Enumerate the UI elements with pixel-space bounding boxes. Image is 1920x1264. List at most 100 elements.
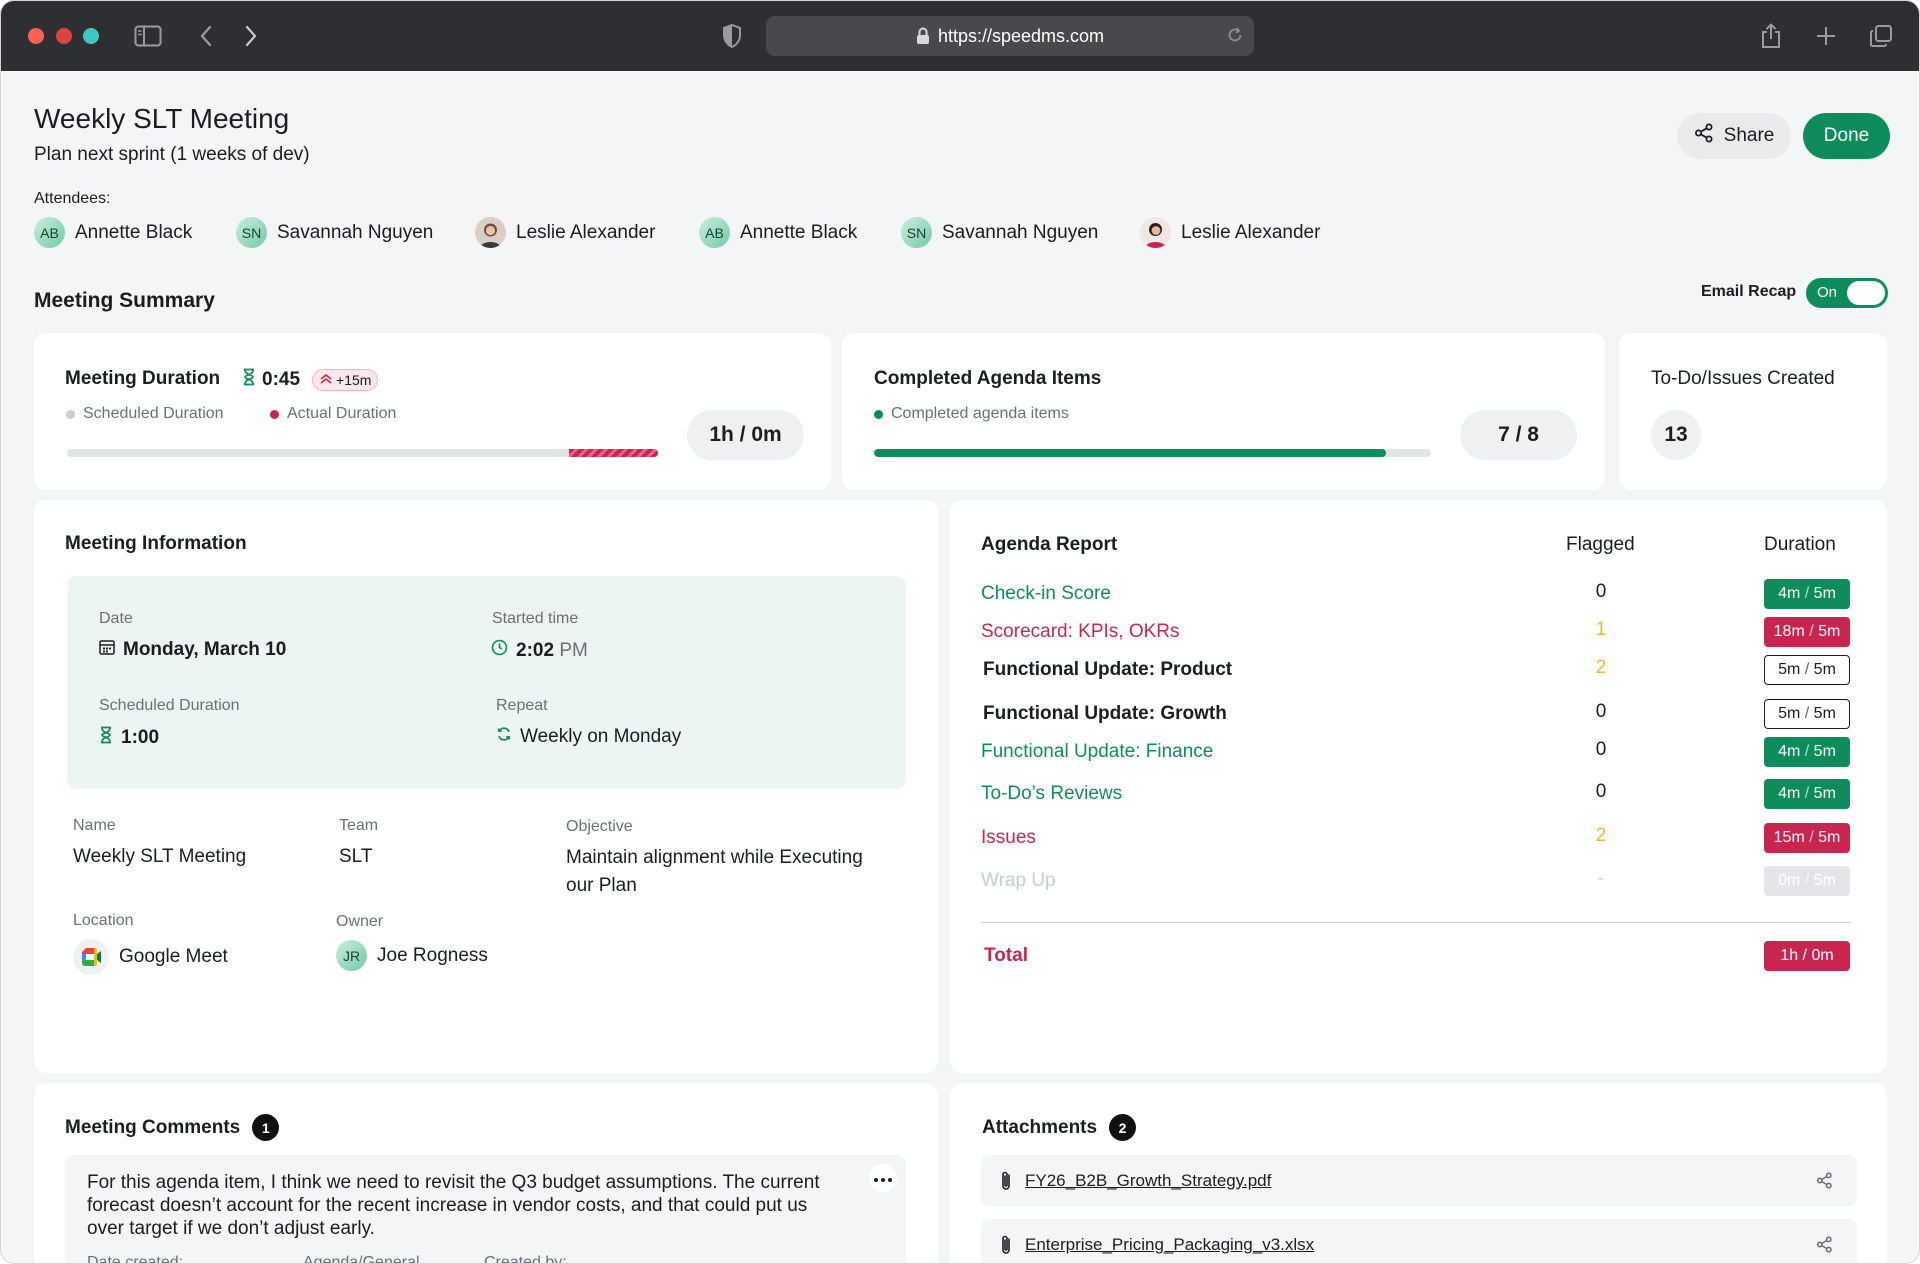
completed-agenda-title: Completed Agenda Items [874,368,1102,389]
column-header-flagged: Flagged [1566,534,1635,555]
reload-icon[interactable] [1226,26,1244,44]
objective-value-line2: our Plan [566,875,637,896]
attendee-chip[interactable]: Leslie Alexander [1140,217,1320,248]
todo-count-pill: 13 [1651,410,1701,460]
privacy-shield-icon[interactable] [717,21,747,51]
comment-more-button[interactable] [869,1164,897,1192]
attachment-filename[interactable]: FY26_B2B_Growth_Strategy.pdf [1025,1170,1272,1190]
agenda-item-name[interactable]: Check-in Score [981,583,1111,604]
attendee-chip[interactable]: AB Annette Black [34,217,192,248]
share-icon[interactable] [1816,1236,1833,1253]
attachment-row[interactable]: Enterprise_Pricing_Packaging_v3.xlsx [981,1219,1857,1263]
name-label: Name [73,817,116,834]
duration-used: 4m [1778,743,1801,760]
attendee-chip[interactable]: SN Savannah Nguyen [236,217,433,248]
email-recap-label: Email Recap [1701,283,1797,300]
duration-total: 5m [1818,829,1841,846]
attachment-row[interactable]: FY26_B2B_Growth_Strategy.pdf [981,1155,1857,1206]
toggle-state-label: On [1817,284,1838,301]
hourglass-icon [242,368,256,391]
attendee-name: Savannah Nguyen [277,221,434,243]
duration-total: 5m [1813,705,1836,722]
overtime-badge: +15m [312,368,379,391]
share-page-icon[interactable] [1756,21,1786,51]
agenda-item-name[interactable]: Functional Update: Product [983,659,1233,680]
page-subtitle: Plan next sprint (1 weeks of dev) [34,144,310,165]
duration-separator: / [1800,705,1814,722]
google-meet-icon [73,939,109,975]
attendee-name: Annette Black [75,221,193,243]
meeting-information-title: Meeting Information [65,533,247,554]
legend-actual: Actual Duration [270,405,396,423]
attendee-name: Leslie Alexander [1181,221,1321,243]
duration-used: 5m [1778,661,1801,678]
overtime-value: +15m [336,371,372,388]
meeting-duration-title: Meeting Duration [65,368,221,389]
share-button[interactable]: Share [1677,113,1791,159]
agenda-item-flagged: 2 [1595,825,1607,846]
attendee-name: Savannah Nguyen [942,221,1099,243]
url-text: https://speedms.com [937,25,1105,46]
email-recap-toggle[interactable]: On [1806,278,1888,308]
forward-icon[interactable] [236,21,266,51]
attendee-chip[interactable]: SN Savannah Nguyen [901,217,1098,248]
meeting-report-page: Weekly SLT Meeting Plan next sprint (1 w… [1,71,1919,1263]
attachments-title: Attachments 2 [982,1114,1137,1141]
calendar-icon [99,639,115,661]
duration-total: 5m [1813,585,1836,602]
comment-item [65,1155,906,1263]
more-options-icon [874,1169,892,1187]
agenda-item-name[interactable]: Wrap Up [981,870,1056,891]
agenda-item-name[interactable]: To-Do’s Reviews [981,783,1123,804]
share-icon [1694,123,1714,149]
share-icon[interactable] [1816,1172,1833,1189]
duration-separator: / [1800,661,1814,678]
agenda-item-name[interactable]: Functional Update: Finance [981,741,1214,762]
sidebar-toggle-icon[interactable] [133,21,163,51]
address-bar[interactable]: https://speedms.com [766,16,1254,56]
scheduled-duration-value: 1:00 [99,726,159,750]
duration-total: 5m [1813,785,1836,802]
new-tab-icon[interactable] [1811,21,1841,51]
attachment-filename[interactable]: Enterprise_Pricing_Packaging_v3.xlsx [1025,1234,1315,1254]
attendee-chip[interactable]: Leslie Alexander [475,217,655,248]
column-header-duration: Duration [1764,534,1836,555]
agenda-item-duration-badge: 15m / 5m [1764,823,1850,853]
minimize-window-button[interactable] [56,28,72,44]
agenda-progress-fill [874,449,1387,457]
owner-value[interactable]: JR Joe Rogness [336,940,488,971]
agenda-item-duration-badge: 4m / 5m [1764,579,1850,609]
agenda-total-badge: 1h / 0m [1764,941,1850,971]
close-window-button[interactable] [28,28,44,44]
agenda-item-flagged: 0 [1595,581,1607,602]
avatar: SN [236,217,267,248]
objective-value-line1: Maintain alignment while Executing [566,847,863,868]
location-value[interactable]: Google Meet [73,939,228,975]
agenda-item-name[interactable]: Scorecard: KPIs, OKRs [981,621,1180,642]
avatar: AB [34,217,65,248]
agenda-report-card [950,500,1887,1073]
share-button-label: Share [1723,125,1775,146]
done-button[interactable]: Done [1803,113,1890,159]
hourglass-icon [99,726,113,750]
lock-icon [916,27,930,45]
team-value: SLT [339,846,373,867]
duration-used: 18m [1773,623,1805,640]
zoom-window-button[interactable] [83,28,99,44]
duration-total: 5m [1813,743,1836,760]
agenda-item-name[interactable]: Issues [981,827,1036,848]
back-icon[interactable] [191,21,221,51]
agenda-progress-bar [874,449,1431,457]
name-value: Weekly SLT Meeting [73,846,247,867]
meeting-comments-title: Meeting Comments 1 [65,1114,280,1141]
team-label: Team [339,817,379,834]
duration-separator: / [1800,872,1814,889]
overtime-segment [569,449,658,457]
comments-count-badge: 1 [252,1114,280,1141]
agenda-item-name[interactable]: Functional Update: Growth [983,703,1227,724]
attendee-chip[interactable]: AB Annette Black [699,217,857,248]
tab-overview-icon[interactable] [1866,21,1896,51]
legend-completed: Completed agenda items [874,405,1069,423]
todo-issues-card: To-Do/Issues Created 13 [1619,333,1887,490]
agenda-item-duration-badge: 18m / 5m [1764,617,1850,647]
